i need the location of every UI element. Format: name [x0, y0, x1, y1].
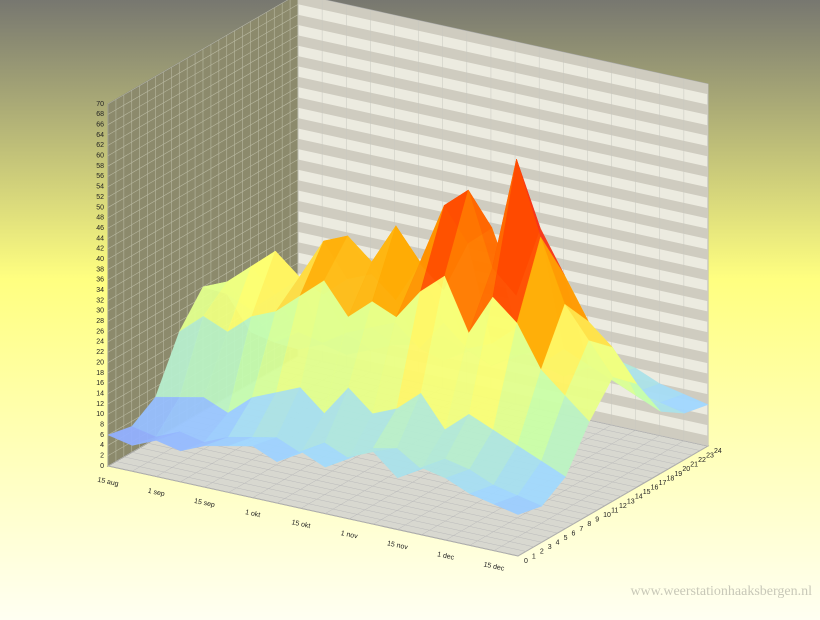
- z-tick-label: 6: [572, 530, 576, 537]
- grid-line: [147, 442, 558, 534]
- y-tick-label: 60: [96, 153, 104, 160]
- z-tick-label: 21: [690, 462, 698, 469]
- z-tick-label: 4: [556, 540, 560, 547]
- y-tick-label: 32: [96, 297, 104, 304]
- x-tick-label: 15 sep: [193, 498, 215, 509]
- surface-cell: [493, 495, 543, 515]
- wall-band: [298, 97, 708, 198]
- y-tick-label: 42: [96, 246, 104, 253]
- y-tick-label: 66: [96, 122, 104, 129]
- grid-line: [517, 445, 709, 557]
- y-tick-label: 8: [100, 421, 104, 428]
- grid-line: [469, 435, 660, 546]
- grid-line: [123, 456, 534, 548]
- z-tick-label: 16: [651, 485, 659, 492]
- y-tick-label: 24: [96, 339, 104, 346]
- z-tick-label: 15: [643, 489, 651, 496]
- grid-line: [115, 461, 526, 552]
- z-tick-label: 11: [611, 507, 618, 514]
- y-tick-label: 30: [96, 308, 104, 315]
- z-tick-label: 7: [579, 526, 583, 533]
- y-tick-label: 52: [96, 194, 104, 201]
- wall-band: [298, 56, 708, 157]
- z-tick-label: 12: [619, 503, 627, 510]
- y-tick-label: 0: [100, 463, 104, 470]
- y-tick-label: 18: [96, 370, 104, 377]
- wall-band: [298, 138, 708, 240]
- grid-line: [131, 452, 542, 543]
- y-tick-label: 12: [96, 401, 104, 408]
- y-tick-label: 28: [96, 318, 104, 325]
- y-tick-label: 14: [96, 390, 104, 397]
- y-tick-label: 46: [96, 225, 104, 232]
- y-tick-label: 38: [96, 266, 104, 273]
- z-tick-label: 19: [674, 471, 682, 478]
- y-tick-label: 34: [96, 287, 104, 294]
- wall-band: [298, 0, 708, 95]
- grid-line: [139, 447, 550, 538]
- z-tick-label: 8: [587, 521, 591, 528]
- x-tick-label: 1 okt: [244, 509, 260, 519]
- z-tick-label: 23: [706, 452, 714, 459]
- y-tick-label: 56: [96, 173, 104, 180]
- y-tick-label: 64: [96, 132, 104, 139]
- x-tick-label: 1 nov: [340, 530, 359, 541]
- y-tick-label: 54: [96, 184, 104, 191]
- watermark: www.weerstationhaaksbergen.nl: [630, 584, 812, 599]
- labels: 0246810121416182022242628303234363840424…: [96, 101, 722, 573]
- z-tick-label: 20: [682, 466, 690, 473]
- z-tick-label: 14: [635, 494, 643, 501]
- surface: [107, 158, 709, 515]
- y-tick-label: 62: [96, 142, 104, 149]
- z-tick-label: 10: [603, 512, 611, 519]
- wall-band: [298, 14, 708, 116]
- y-tick-label: 26: [96, 328, 104, 335]
- grid-line: [493, 440, 685, 551]
- z-tick-label: 2: [540, 549, 544, 556]
- wall-band: [298, 35, 708, 136]
- z-tick-label: 18: [667, 475, 675, 482]
- grid-line: [155, 438, 566, 529]
- z-tick-label: 1: [532, 553, 536, 560]
- y-tick-label: 48: [96, 215, 104, 222]
- z-tick-label: 0: [524, 558, 528, 565]
- x-tick-label: 1 sep: [147, 488, 165, 498]
- y-tick-label: 44: [96, 235, 104, 242]
- y-tick-label: 20: [96, 359, 104, 366]
- y-tick-label: 10: [96, 411, 104, 418]
- z-tick-label: 22: [698, 457, 706, 464]
- y-tick-label: 40: [96, 256, 104, 263]
- wall-band: [298, 76, 708, 178]
- grid-line: [107, 465, 519, 557]
- x-tick-label: 15 dec: [483, 561, 506, 572]
- x-tick-label: 15 aug: [97, 477, 120, 488]
- y-tick-label: 58: [96, 163, 104, 170]
- y-tick-label: 16: [96, 380, 104, 387]
- z-tick-label: 3: [548, 544, 552, 551]
- y-tick-label: 6: [100, 432, 104, 439]
- y-tick-label: 22: [96, 349, 104, 356]
- wall-band: [298, 118, 708, 219]
- z-tick-label: 17: [659, 480, 667, 487]
- z-tick-label: 24: [714, 448, 722, 455]
- x-tick-label: 15 okt: [291, 519, 311, 530]
- y-tick-label: 4: [100, 442, 104, 449]
- z-tick-label: 13: [627, 498, 635, 505]
- y-tick-label: 2: [100, 453, 104, 460]
- wall-band: [298, 159, 708, 260]
- y-tick-label: 70: [96, 101, 104, 108]
- x-tick-label: 1 dec: [436, 551, 455, 562]
- z-tick-label: 9: [595, 517, 599, 524]
- y-tick-label: 68: [96, 111, 104, 118]
- x-tick-label: 15 nov: [386, 540, 409, 551]
- y-tick-label: 50: [96, 204, 104, 211]
- z-tick-label: 5: [564, 535, 568, 542]
- y-tick-label: 36: [96, 277, 104, 284]
